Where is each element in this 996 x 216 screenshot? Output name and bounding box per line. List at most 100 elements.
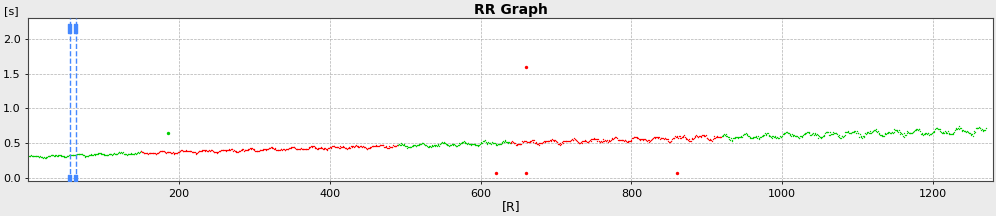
Point bbox=[176, 149, 192, 152]
Point bbox=[754, 134, 770, 137]
Point bbox=[742, 136, 758, 139]
Point bbox=[324, 144, 340, 148]
Point bbox=[280, 147, 296, 151]
Point bbox=[315, 147, 331, 150]
Point bbox=[374, 144, 390, 147]
Point bbox=[815, 134, 831, 138]
Point bbox=[825, 133, 841, 136]
Point bbox=[936, 131, 952, 134]
Point bbox=[805, 132, 821, 135]
Point bbox=[158, 151, 174, 154]
Point bbox=[729, 136, 745, 139]
Point bbox=[444, 143, 460, 146]
Point bbox=[96, 153, 112, 156]
Point bbox=[842, 131, 858, 135]
Point bbox=[262, 146, 278, 150]
Point bbox=[920, 131, 936, 135]
Point bbox=[277, 148, 293, 151]
Point bbox=[448, 144, 464, 148]
Point bbox=[869, 127, 884, 131]
Point bbox=[529, 143, 545, 146]
Point bbox=[624, 137, 640, 140]
Point bbox=[244, 146, 260, 150]
Point bbox=[790, 135, 806, 138]
Point bbox=[263, 146, 279, 149]
Point bbox=[48, 154, 64, 157]
Point bbox=[88, 153, 104, 156]
Point bbox=[69, 153, 85, 157]
Point bbox=[882, 132, 898, 135]
Point bbox=[132, 150, 148, 153]
Point bbox=[665, 137, 681, 140]
Point bbox=[929, 126, 945, 130]
Point bbox=[153, 149, 169, 152]
Point bbox=[256, 148, 272, 151]
Point bbox=[702, 137, 718, 141]
Point bbox=[255, 147, 271, 151]
Point bbox=[367, 144, 382, 147]
Point bbox=[38, 156, 54, 159]
Point bbox=[250, 149, 266, 153]
Point bbox=[308, 146, 324, 150]
Point bbox=[308, 146, 324, 149]
Point bbox=[500, 140, 516, 143]
Point bbox=[831, 133, 847, 137]
Point bbox=[477, 139, 493, 142]
Point bbox=[914, 131, 930, 135]
Point bbox=[304, 145, 320, 149]
Point bbox=[872, 134, 888, 137]
Point bbox=[360, 147, 375, 151]
Point bbox=[885, 131, 901, 134]
Point bbox=[767, 135, 783, 138]
Point bbox=[670, 136, 686, 140]
Point bbox=[591, 139, 607, 143]
Point bbox=[233, 148, 249, 152]
Point bbox=[85, 153, 101, 156]
Point bbox=[388, 143, 404, 146]
Point bbox=[42, 154, 58, 157]
Point bbox=[445, 143, 461, 147]
Point bbox=[31, 155, 47, 158]
Point bbox=[678, 137, 694, 141]
Point bbox=[612, 138, 627, 142]
Point bbox=[29, 155, 45, 158]
Point bbox=[802, 133, 818, 137]
Point bbox=[740, 134, 756, 138]
Point bbox=[214, 148, 230, 151]
Point bbox=[32, 155, 48, 158]
Point bbox=[708, 135, 724, 138]
Point bbox=[423, 144, 439, 148]
Point bbox=[342, 145, 358, 149]
Point bbox=[143, 152, 159, 155]
Point bbox=[366, 144, 381, 148]
Point bbox=[362, 146, 377, 150]
Point bbox=[268, 147, 284, 151]
Point bbox=[437, 141, 453, 144]
Point bbox=[530, 143, 546, 146]
Point bbox=[347, 144, 363, 148]
Point bbox=[560, 139, 576, 142]
Point bbox=[916, 132, 932, 136]
Point bbox=[840, 130, 856, 133]
Point bbox=[63, 153, 79, 156]
Point bbox=[137, 152, 153, 155]
Point bbox=[343, 145, 359, 148]
Point bbox=[249, 149, 265, 152]
Point bbox=[733, 134, 749, 137]
Point bbox=[316, 146, 332, 150]
Point bbox=[101, 152, 117, 156]
Point bbox=[796, 132, 812, 135]
Point bbox=[454, 141, 470, 145]
Point bbox=[856, 135, 872, 138]
Point bbox=[531, 143, 547, 147]
Point bbox=[274, 148, 290, 151]
Point bbox=[903, 131, 919, 135]
Point bbox=[685, 137, 701, 141]
Point bbox=[786, 133, 802, 136]
Point bbox=[489, 143, 505, 146]
Point bbox=[234, 148, 250, 151]
Point bbox=[716, 133, 732, 136]
Point bbox=[524, 138, 540, 142]
Point bbox=[442, 144, 458, 147]
Point bbox=[601, 138, 617, 142]
